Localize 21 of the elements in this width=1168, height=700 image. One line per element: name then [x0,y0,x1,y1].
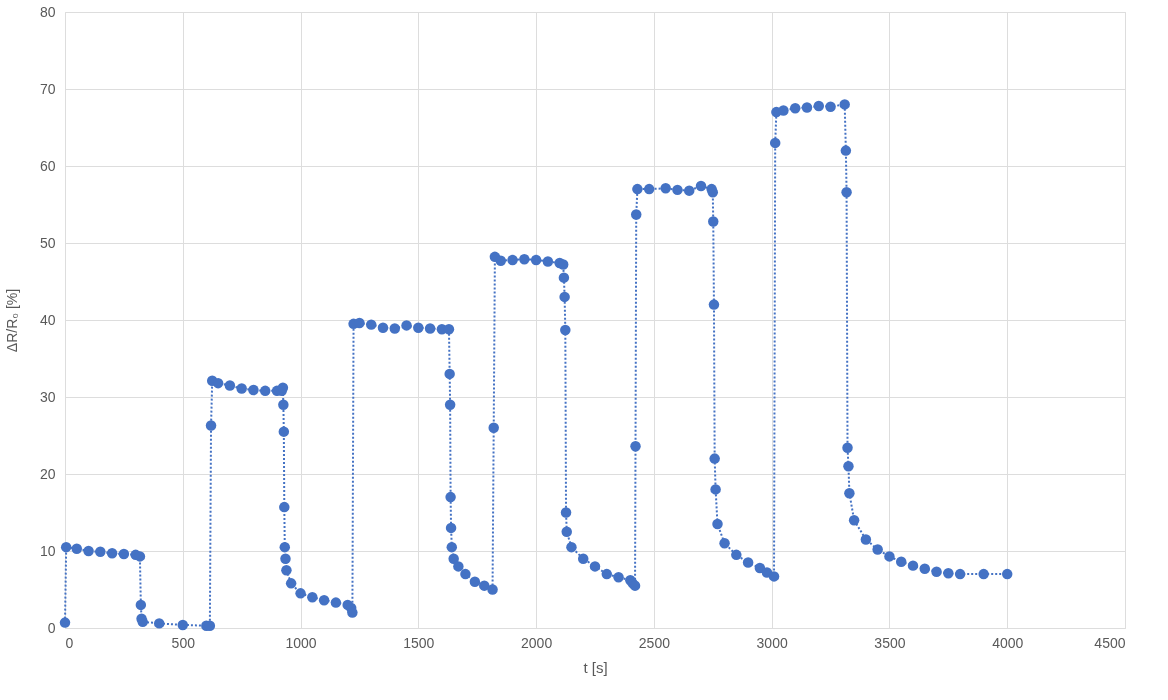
y-tick-label: 70 [39,80,56,97]
y-tick-label: 20 [39,465,56,482]
x-tick-label: 500 [171,634,196,651]
x-tick-label: 3500 [874,634,906,651]
x-tick-label: 1500 [403,634,435,651]
x-tick-label: 4000 [992,634,1024,651]
x-tick-label: 2000 [521,634,553,651]
x-tick-label: 2500 [638,634,671,651]
y-tick-label: 40 [39,311,56,328]
y-axis-title: ΔR/R₀ [%] [3,288,20,353]
y-tick-label: 30 [39,388,56,405]
y-tick-label: 80 [39,3,56,20]
x-tick-label: 1000 [285,634,317,651]
y-tick-label: 60 [39,157,56,174]
y-tick-label: 50 [39,234,56,251]
x-tick-label: 3000 [756,634,788,651]
y-tick-label: 0 [47,619,56,636]
y-tick-label: 10 [39,542,56,559]
x-tick-label: 4500 [1094,634,1126,651]
x-tick-label: 0 [65,634,74,651]
x-axis-title: t [s] [583,658,608,676]
